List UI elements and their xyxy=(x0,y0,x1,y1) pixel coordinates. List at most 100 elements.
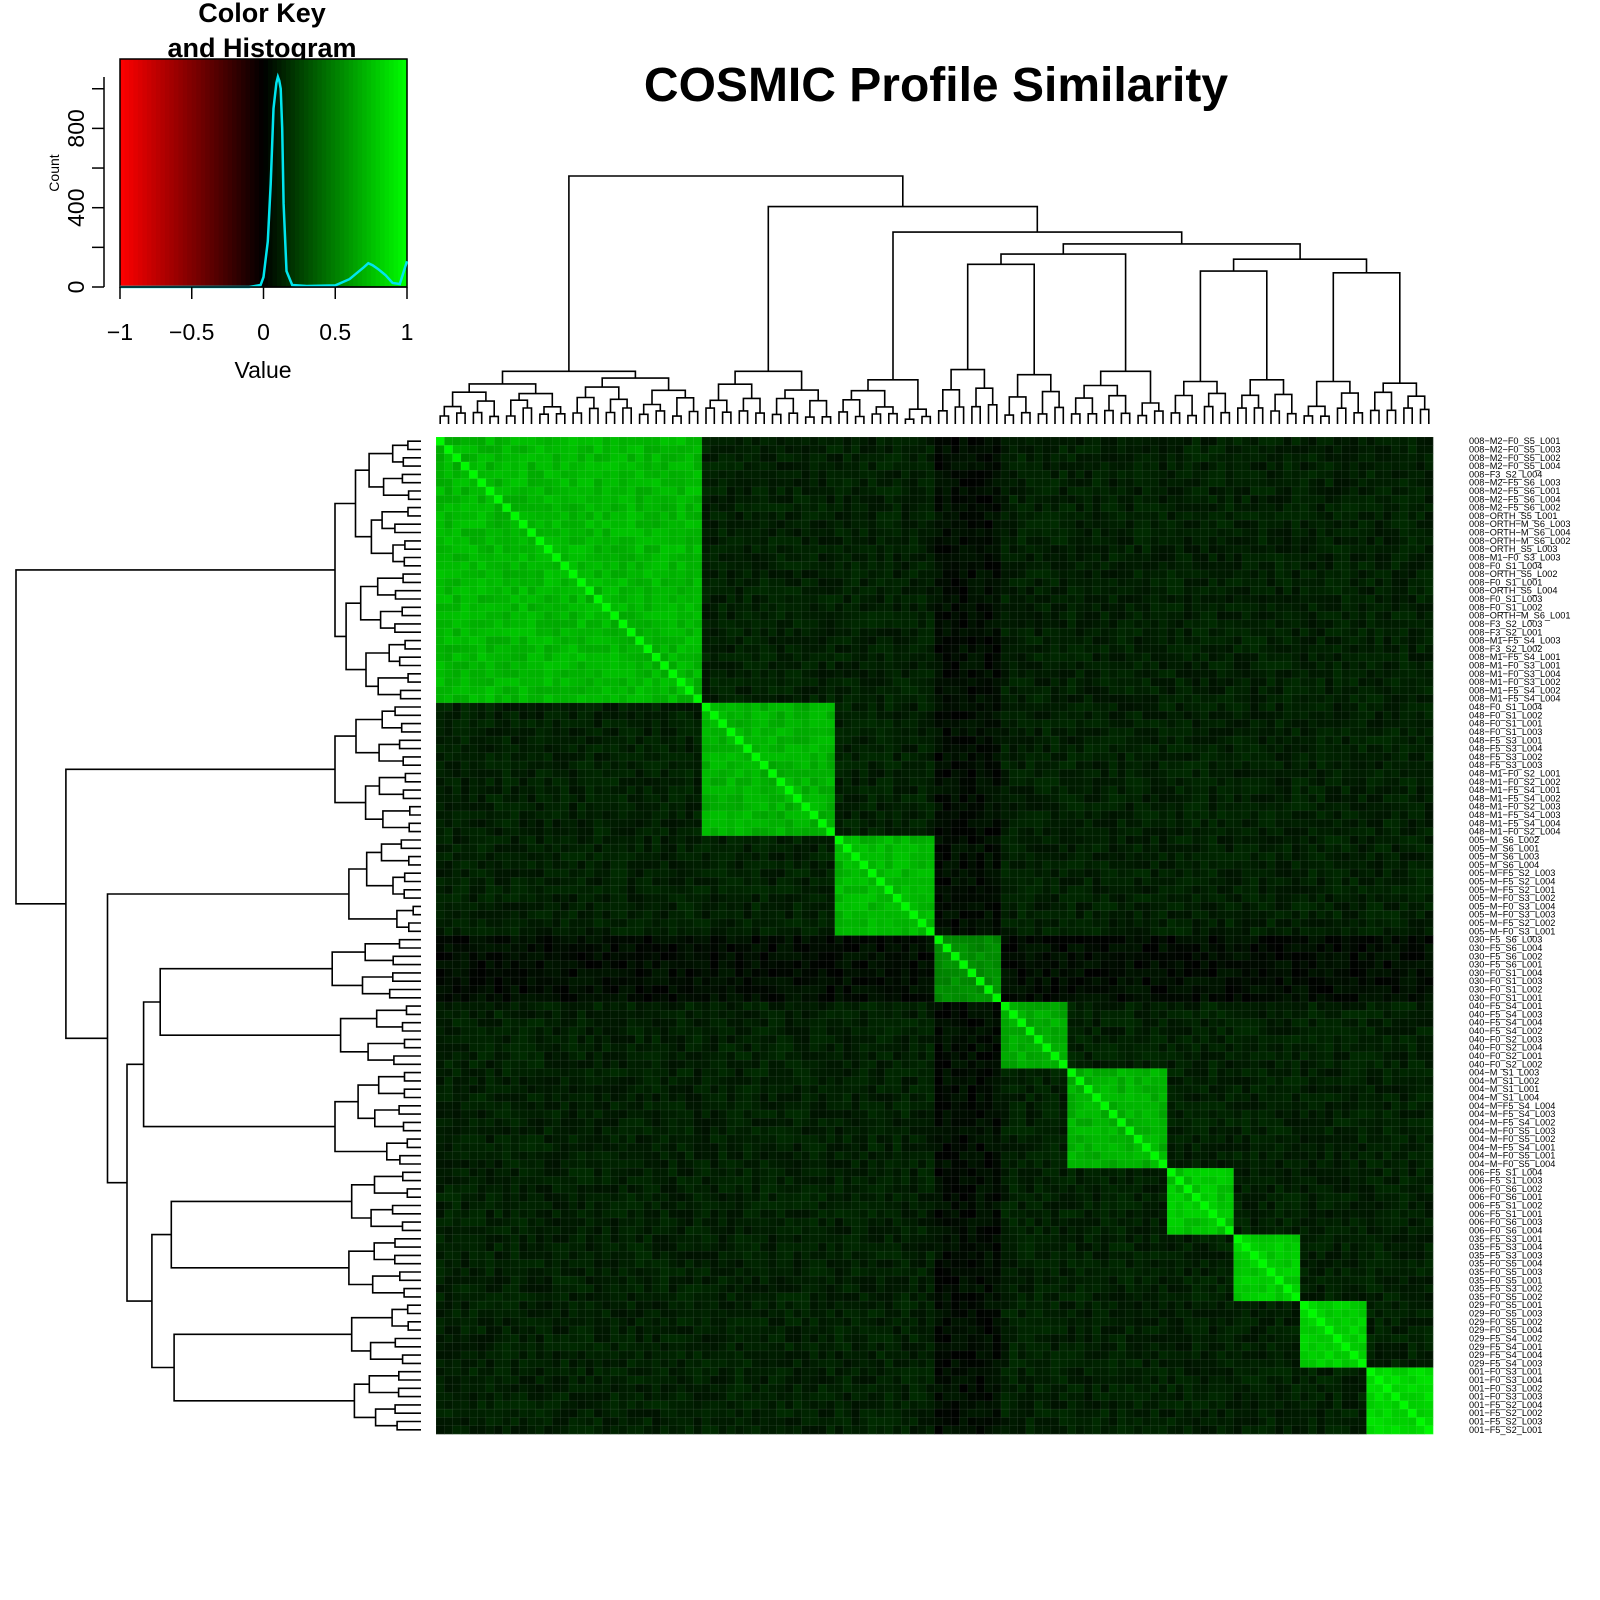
heatmap-cell xyxy=(901,686,910,695)
heatmap-cell xyxy=(436,702,445,712)
heatmap-cell xyxy=(1341,569,1351,579)
heatmap-cell xyxy=(934,561,944,571)
heatmap-cell xyxy=(801,669,811,679)
heatmap-cell xyxy=(1200,628,1209,637)
heatmap-cell xyxy=(652,470,661,479)
heatmap-cell xyxy=(967,619,977,629)
heatmap-cell xyxy=(718,636,728,646)
heatmap-cell xyxy=(627,769,636,778)
heatmap-cell xyxy=(577,486,586,496)
heatmap-cell xyxy=(693,711,703,720)
heatmap-cell xyxy=(1150,561,1160,571)
heatmap-cell xyxy=(1399,553,1409,562)
heatmap-cell xyxy=(1017,702,1027,712)
heatmap-cell xyxy=(1117,578,1126,587)
heatmap-cell xyxy=(1300,636,1309,646)
heatmap-cell xyxy=(502,752,512,762)
heatmap-cell xyxy=(1150,520,1160,529)
heatmap-cell xyxy=(1183,694,1193,704)
heatmap-cell xyxy=(1100,478,1110,488)
heatmap-cell xyxy=(436,594,445,604)
heatmap-cell xyxy=(1283,578,1293,587)
heatmap-cell xyxy=(1308,503,1317,513)
heatmap-cell xyxy=(452,528,462,537)
heatmap-cell xyxy=(976,545,985,554)
heatmap-cell xyxy=(1117,561,1126,571)
heatmap-cell xyxy=(485,653,495,662)
heatmap-cell xyxy=(735,503,744,513)
heatmap-cell xyxy=(726,586,736,596)
heatmap-cell xyxy=(1241,486,1251,496)
heatmap-cell xyxy=(743,536,753,546)
heatmap-cell xyxy=(668,503,678,513)
heatmap-cell xyxy=(1000,461,1010,471)
heatmap-cell xyxy=(843,437,852,446)
heatmap-cell xyxy=(593,503,603,513)
heatmap-cell xyxy=(535,628,545,637)
heatmap-cell xyxy=(1308,694,1317,704)
heatmap-cell xyxy=(976,536,985,546)
heatmap-cell xyxy=(1333,677,1342,687)
heatmap-cell xyxy=(1349,461,1359,471)
heatmap-cell xyxy=(1233,736,1243,745)
heatmap-cell xyxy=(602,694,611,704)
heatmap-cell xyxy=(701,744,711,754)
heatmap-cell xyxy=(926,503,935,513)
heatmap-cell xyxy=(976,769,985,778)
heatmap-cell xyxy=(826,561,836,571)
heatmap-cell xyxy=(1308,752,1317,762)
heatmap-cell xyxy=(934,653,944,662)
heatmap-cell xyxy=(1349,711,1359,720)
heatmap-cell xyxy=(1125,453,1135,463)
heatmap-cell xyxy=(884,461,894,471)
heatmap-cell xyxy=(1216,528,1226,537)
heatmap-cell xyxy=(1150,769,1160,778)
heatmap-cell xyxy=(818,719,827,729)
heatmap-cell xyxy=(901,553,910,562)
heatmap-cell xyxy=(1408,586,1417,596)
heatmap-cell xyxy=(992,702,1002,712)
heatmap-cell xyxy=(618,594,628,604)
heatmap-cell xyxy=(1258,619,1268,629)
heatmap-cell xyxy=(436,445,445,454)
heatmap-cell xyxy=(1000,536,1010,546)
heatmap-cell xyxy=(934,661,944,670)
heatmap-cell xyxy=(843,594,852,604)
heatmap-cell xyxy=(901,545,910,554)
heatmap-cell xyxy=(1108,594,1118,604)
heatmap-cell xyxy=(519,661,528,670)
heatmap-cell xyxy=(909,470,919,479)
heatmap-cell xyxy=(976,653,985,662)
heatmap-cell xyxy=(1266,736,1276,745)
heatmap-cell xyxy=(901,628,910,637)
heatmap-cell xyxy=(951,619,960,629)
heatmap-cell xyxy=(593,470,603,479)
heatmap-cell xyxy=(1208,511,1218,521)
heatmap-cell xyxy=(1117,478,1126,488)
heatmap-cell xyxy=(1399,611,1409,621)
heatmap-cell xyxy=(1200,694,1209,704)
heatmap-cell xyxy=(535,727,545,737)
heatmap-cell xyxy=(568,761,578,770)
heatmap-cell xyxy=(884,769,894,778)
heatmap-cell xyxy=(959,603,969,612)
heatmap-cell xyxy=(1341,677,1351,687)
heatmap-cell xyxy=(1291,736,1301,745)
heatmap-cell xyxy=(1183,495,1193,504)
heatmap-cell xyxy=(1042,761,1052,770)
heatmap-cell xyxy=(1233,603,1243,612)
heatmap-cell xyxy=(1050,611,1060,621)
heatmap-cell xyxy=(1316,586,1326,596)
heatmap-cell xyxy=(843,644,852,654)
heatmap-cell xyxy=(1258,694,1268,704)
heatmap-cell xyxy=(660,736,669,745)
heatmap-cell xyxy=(635,461,645,471)
heatmap-cell xyxy=(1216,669,1226,679)
heatmap-cell xyxy=(1158,553,1168,562)
heatmap-cell xyxy=(826,520,836,529)
heatmap-cell xyxy=(876,486,885,496)
heatmap-cell xyxy=(1374,677,1384,687)
heatmap-cell xyxy=(768,636,777,646)
heatmap-cell xyxy=(1258,686,1268,695)
heatmap-cell xyxy=(1275,736,1284,745)
